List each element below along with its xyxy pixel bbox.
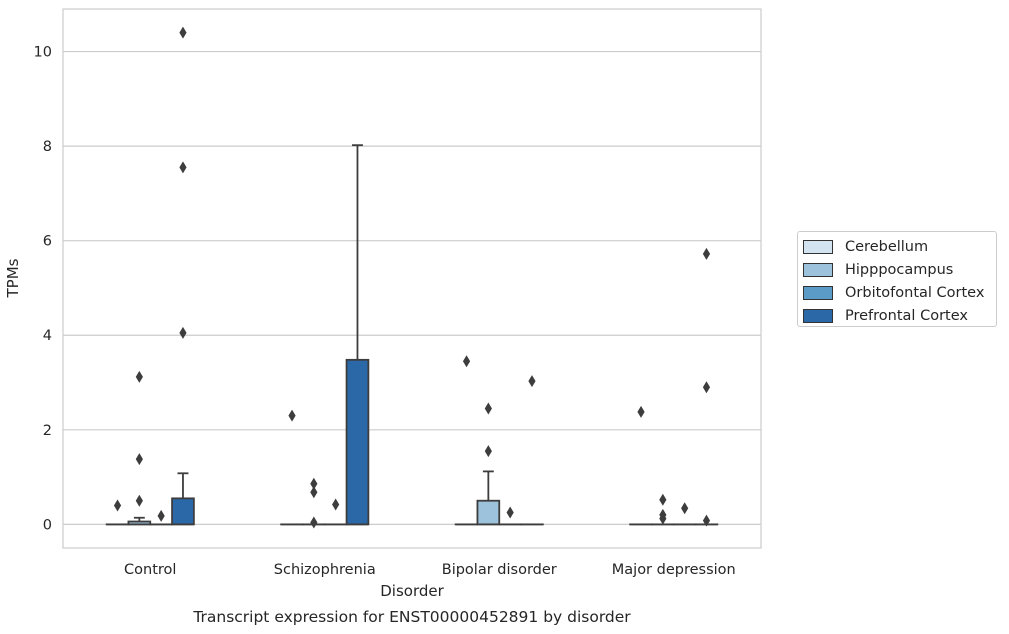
y-tick-label: 4 bbox=[43, 328, 52, 344]
outlier-point bbox=[179, 161, 187, 174]
box-2-3 bbox=[520, 375, 544, 526]
box-1-2 bbox=[323, 498, 348, 526]
y-tick-label: 8 bbox=[43, 139, 52, 155]
x-tick-labels: Control Schizophrenia Bipolar disorder Majo… bbox=[124, 562, 736, 578]
x-tick-label: Bipolar disorder bbox=[442, 562, 557, 578]
plot-area bbox=[62, 8, 762, 549]
box-0-1 bbox=[127, 370, 152, 526]
outlier-point bbox=[702, 381, 711, 394]
box-body bbox=[345, 358, 370, 526]
outlier-point bbox=[659, 493, 667, 506]
legend-swatch bbox=[803, 285, 833, 300]
legend-label: Hipppocampus bbox=[845, 261, 954, 278]
outlier-point bbox=[637, 405, 645, 418]
x-axis-label: Disorder bbox=[380, 582, 444, 600]
legend-swatch bbox=[803, 239, 833, 254]
outlier-point bbox=[659, 508, 667, 521]
outlier-point bbox=[484, 445, 492, 458]
chart-caption: Transcript expression for ENST0000045289… bbox=[192, 608, 631, 626]
outlier-point bbox=[135, 370, 143, 383]
box-0-3 bbox=[171, 26, 195, 526]
outlier-point bbox=[113, 499, 122, 512]
boxes bbox=[105, 26, 719, 529]
outlier-point bbox=[702, 514, 711, 527]
legend-item: Cerebellum bbox=[798, 235, 996, 258]
legend-item: Prefrontal Cortex bbox=[798, 304, 996, 327]
outlier-point bbox=[702, 247, 711, 260]
box-3-3 bbox=[694, 247, 719, 527]
legend-item: Hipppocampus bbox=[798, 258, 996, 281]
outlier-point bbox=[179, 326, 187, 339]
y-axis-label: TPMs bbox=[4, 258, 22, 298]
outlier-point bbox=[288, 409, 296, 422]
y-tick-labels: 0 2 4 6 8 10 bbox=[34, 45, 52, 534]
box-2-1 bbox=[476, 402, 501, 526]
outlier-point bbox=[157, 509, 165, 522]
outlier-point bbox=[332, 498, 340, 511]
x-tick-label: Major depression bbox=[612, 562, 736, 578]
legend-swatch bbox=[803, 308, 833, 323]
outlier-point bbox=[484, 402, 492, 415]
legend-label: Prefrontal Cortex bbox=[845, 307, 968, 324]
outlier-point bbox=[310, 486, 318, 499]
y-tick-label: 6 bbox=[43, 234, 52, 250]
box-body bbox=[171, 497, 195, 526]
outlier-point bbox=[506, 506, 514, 519]
x-tick-label: Control bbox=[124, 562, 176, 578]
x-tick-label: Schizophrenia bbox=[274, 562, 376, 578]
outlier-point bbox=[528, 375, 536, 388]
y-tick-label: 2 bbox=[43, 423, 52, 439]
outlier-point bbox=[135, 453, 143, 466]
box-body bbox=[476, 499, 501, 526]
legend-swatch bbox=[803, 262, 833, 277]
legend-label: Orbitofontal Cortex bbox=[845, 284, 985, 301]
outlier-point bbox=[681, 502, 689, 515]
box-1-3 bbox=[345, 144, 370, 526]
outlier-point bbox=[310, 516, 318, 529]
outlier-point bbox=[462, 355, 471, 368]
outlier-point bbox=[135, 494, 143, 507]
legend-item: Orbitofontal Cortex bbox=[798, 281, 996, 304]
legend-label: Cerebellum bbox=[845, 238, 929, 255]
y-tick-label: 10 bbox=[34, 45, 52, 61]
outlier-point bbox=[179, 26, 187, 39]
y-tick-label: 0 bbox=[43, 517, 52, 533]
legend: Cerebellum Hipppocampus Orbitofontal Corte… bbox=[797, 231, 997, 327]
outlier-point bbox=[310, 477, 318, 490]
